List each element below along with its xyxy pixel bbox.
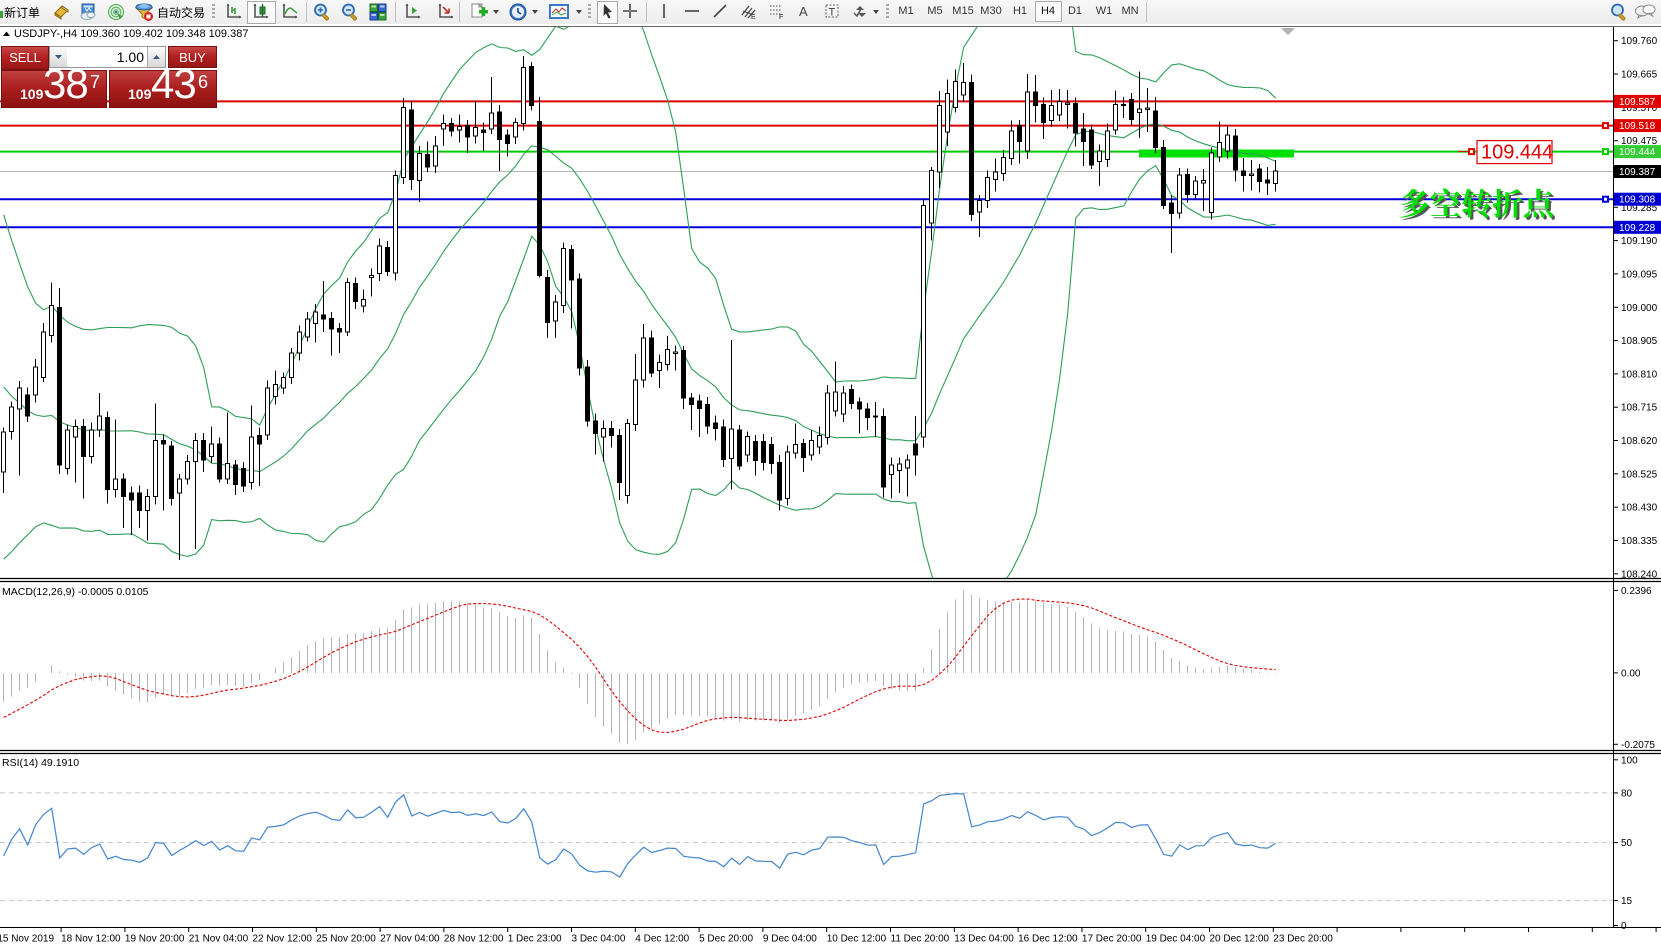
svg-text:5 Dec 20:00: 5 Dec 20:00 — [699, 934, 753, 945]
svg-text:108.525: 108.525 — [1621, 469, 1658, 480]
svg-text:10 Dec 12:00: 10 Dec 12:00 — [827, 934, 887, 945]
svg-text:15: 15 — [1621, 896, 1633, 907]
svg-text:-0.2075: -0.2075 — [1621, 740, 1655, 751]
svg-text:108.335: 108.335 — [1621, 536, 1658, 547]
svg-text:3 Dec 04:00: 3 Dec 04:00 — [572, 934, 626, 945]
svg-text:22 Nov 12:00: 22 Nov 12:00 — [253, 934, 313, 945]
svg-text:17 Dec 20:00: 17 Dec 20:00 — [1082, 934, 1142, 945]
svg-text:25 Nov 20:00: 25 Nov 20:00 — [316, 934, 376, 945]
svg-text:80: 80 — [1621, 788, 1633, 799]
svg-text:13 Dec 04:00: 13 Dec 04:00 — [954, 934, 1014, 945]
svg-text:109.444: 109.444 — [1481, 142, 1553, 164]
svg-text:109.444: 109.444 — [1619, 147, 1656, 158]
svg-text:4 Dec 12:00: 4 Dec 12:00 — [635, 934, 689, 945]
svg-text:15 Nov 2019: 15 Nov 2019 — [0, 934, 54, 945]
svg-text:108.810: 108.810 — [1621, 369, 1658, 380]
svg-text:108.905: 108.905 — [1621, 336, 1658, 347]
svg-text:109.190: 109.190 — [1621, 236, 1658, 247]
svg-text:28 Nov 12:00: 28 Nov 12:00 — [444, 934, 504, 945]
svg-text:1 Dec 23:00: 1 Dec 23:00 — [508, 934, 562, 945]
svg-text:18 Nov 12:00: 18 Nov 12:00 — [61, 934, 121, 945]
svg-text:0: 0 — [1621, 921, 1627, 932]
svg-text:109.387: 109.387 — [1619, 167, 1656, 178]
svg-text:109.475: 109.475 — [1621, 136, 1658, 147]
svg-text:T: T — [829, 7, 836, 19]
svg-text:108.715: 108.715 — [1621, 403, 1658, 414]
svg-text:19 Nov 20:00: 19 Nov 20:00 — [125, 934, 185, 945]
svg-text:109.000: 109.000 — [1621, 303, 1658, 314]
svg-text:23 Dec 20:00: 23 Dec 20:00 — [1273, 934, 1333, 945]
svg-text:109.760: 109.760 — [1621, 36, 1658, 47]
svg-text:RSI(14) 49.1910: RSI(14) 49.1910 — [2, 757, 79, 769]
svg-text:A: A — [799, 4, 808, 19]
svg-text:21 Nov 04:00: 21 Nov 04:00 — [189, 934, 249, 945]
svg-text:109.570: 109.570 — [1621, 103, 1658, 114]
svg-text:19 Dec 04:00: 19 Dec 04:00 — [1146, 934, 1206, 945]
svg-text:USDJPY-,H4 109.360 109.402 10: USDJPY-,H4 109.360 109.402 109.348 109.3… — [14, 28, 248, 40]
svg-text:109.518: 109.518 — [1619, 121, 1656, 132]
svg-text:109.308: 109.308 — [1619, 195, 1656, 206]
svg-text:16 Dec 12:00: 16 Dec 12:00 — [1018, 934, 1078, 945]
svg-text:108.620: 108.620 — [1621, 436, 1658, 447]
svg-text:F: F — [779, 14, 783, 21]
svg-text:109.095: 109.095 — [1621, 269, 1658, 280]
svg-text:E: E — [751, 14, 756, 21]
svg-text:11 Dec 20:00: 11 Dec 20:00 — [891, 934, 950, 945]
svg-text:109.587: 109.587 — [1619, 97, 1656, 108]
svg-text:109.285: 109.285 — [1621, 203, 1658, 214]
svg-text:108.240: 108.240 — [1621, 569, 1658, 580]
svg-text:50: 50 — [1621, 838, 1633, 849]
svg-text:0.00: 0.00 — [1621, 668, 1641, 679]
svg-text:108.430: 108.430 — [1621, 503, 1658, 514]
svg-text:109.228: 109.228 — [1619, 223, 1656, 234]
svg-text:MACD(12,26,9) -0.0005 0.0105: MACD(12,26,9) -0.0005 0.0105 — [2, 586, 149, 598]
svg-text:109.665: 109.665 — [1621, 70, 1658, 81]
svg-text:100: 100 — [1621, 755, 1638, 766]
svg-text:20 Dec 12:00: 20 Dec 12:00 — [1210, 934, 1270, 945]
svg-text:9 Dec 04:00: 9 Dec 04:00 — [763, 934, 817, 945]
svg-text:27 Nov 04:00: 27 Nov 04:00 — [380, 934, 440, 945]
svg-text:0.2396: 0.2396 — [1621, 586, 1652, 597]
